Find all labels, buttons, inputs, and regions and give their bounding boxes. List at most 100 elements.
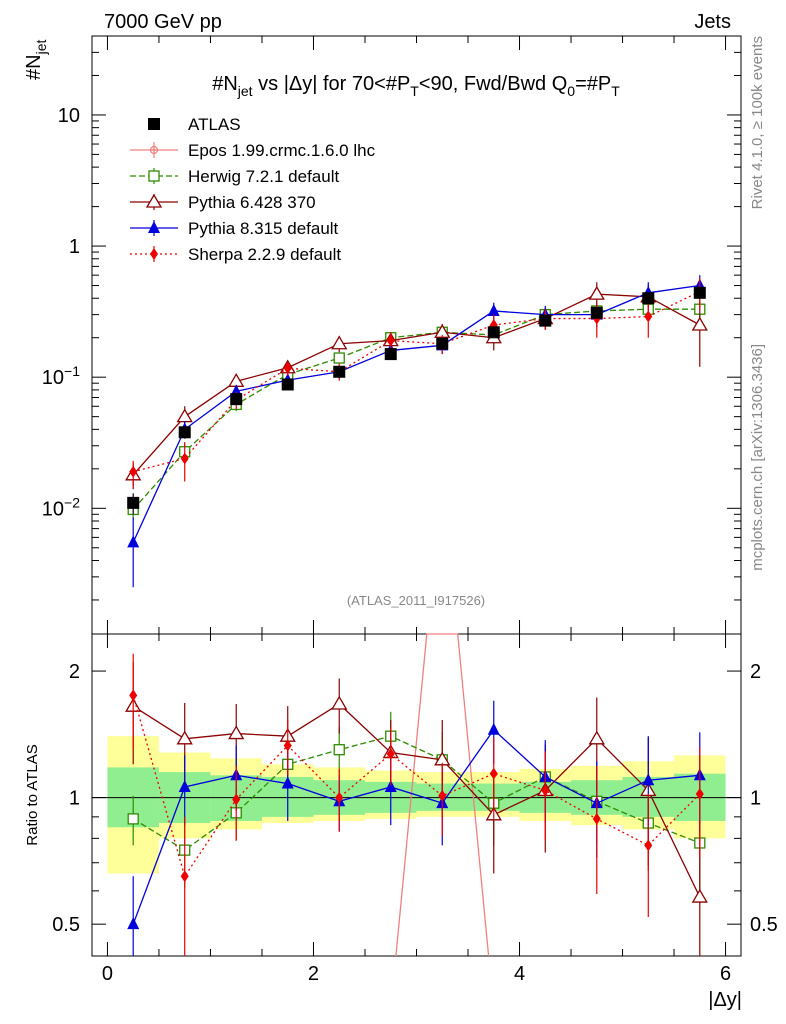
legend-marker [145,193,163,208]
main-data-point [283,362,292,375]
x-tick-label: 6 [720,963,731,985]
main-data-point [333,352,345,364]
legend-marker [148,170,160,182]
ratio-y-axis-label: Ratio to ATLAS [24,744,41,845]
header-right: Jets [694,11,731,33]
legend-marker [149,145,159,155]
main-series-line [132,293,701,476]
ratio-series-line [132,728,700,925]
ratio-series-line [132,703,701,898]
ratio-data-point [331,695,348,710]
legend-label: Epos 1.99.crmc.1.6.0 lhc [188,141,376,160]
legend-label: ATLAS [188,115,241,134]
mcplots-label: mcplots.cern.ch [arXiv:1306.3436] [749,344,766,571]
ratio-data-point [180,870,189,883]
ratio-data-point [489,767,498,780]
main-data-point [487,303,500,316]
legend-entry: ATLAS [148,115,241,134]
legend-entry: Pythia 8.315 default [130,219,339,238]
x-axis-label: |Δy| [708,989,742,1011]
legend-entry: Pythia 6.428 370 [130,193,316,212]
x-tick-label: 0 [102,963,113,985]
ratio-data-point [695,787,704,800]
legend-label: Sherpa 2.2.9 default [188,245,341,264]
ratio-data-point [335,791,344,804]
legend-entry: Herwig 7.2.1 default [130,167,339,186]
ratio-data-point [129,689,138,702]
main-y-tick-label: 10−2 [42,494,80,520]
ratio-data-point [176,730,193,745]
analysis-label: (ATLAS_2011_I917526) [347,593,485,608]
ratio-y-tick-label-left: 2 [69,661,80,683]
ratio-series-line [132,735,701,851]
legend-entry: Epos 1.99.crmc.1.6.0 lhc [130,141,376,160]
ratio-data-point [333,744,345,756]
legend-entry: Sherpa 2.2.9 default [130,245,341,264]
main-data-point [436,337,449,350]
legend: ATLAS Epos 1.99.crmc.1.6.0 lhc Herwig 7.2.… [130,115,376,264]
ratio-data-point [691,888,708,903]
legend-marker [150,248,158,260]
main-y-tick-label: 10 [58,105,80,127]
ratio-y-tick-label-left: 1 [69,788,80,810]
ratio-y-tick-label-right: 0.5 [750,914,778,936]
main-series-line [133,290,701,473]
ratio-data-point [541,784,550,797]
main-data-point [590,306,603,319]
ratio-series-epos [395,633,490,957]
main-series-line [132,284,700,543]
ratio-data-point [384,779,397,792]
ratio-series-line [395,633,490,957]
main-data-point [230,393,243,406]
main-y-axis-label: #Njet [23,40,49,80]
ratio-data-point [386,747,395,760]
legend-marker [148,118,160,130]
ratio-data-point [232,793,241,806]
ratio-data-point [487,722,500,735]
legend-label: Herwig 7.2.1 default [188,167,339,186]
ratio-data-point [127,917,140,930]
ratio-y-tick-label-right: 2 [750,661,761,683]
svg-text:#Njet: #Njet [23,40,49,80]
main-data-point [693,286,706,299]
ratio-data-point [588,730,605,745]
ratio-series-sherpa [129,653,704,956]
ratio-data-point [127,813,139,825]
main-data-point [642,292,655,305]
main-data-point [281,378,294,391]
main-y-tick-label: 1 [69,236,80,258]
ratio-y-tick-label-left: 0.5 [52,914,80,936]
ratio-data-point [281,776,294,789]
legend-label: Pythia 6.428 370 [188,193,316,212]
main-series-pythia [127,275,706,588]
main-series-herwig [127,298,706,519]
main-data-point [691,316,708,331]
main-data-point [333,365,346,378]
header-left: 7000 GeV pp [104,11,222,33]
ratio-data-point [642,773,655,786]
main-data-point [539,314,552,327]
ratio-data-point [178,779,191,792]
main-title: #Njet vs |Δy| for 70<#PT<90, Fwd/Bwd Q0=… [212,73,620,99]
main-plot: 10−2 10−1 1 10 [42,35,742,635]
main-data-point [180,452,189,465]
ratio-y-tick-label-right: 1 [750,788,761,810]
rivet-version-label: Rivet 4.1.0, ≥ 100k events [749,36,766,209]
x-tick-label: 4 [514,963,525,985]
legend-marker [148,221,160,233]
ratio-data-point [644,839,653,852]
main-data-point [487,326,500,339]
svg-text:#Njet vs |Δy| for 70<#PT<90, F: #Njet vs |Δy| for 70<#PT<90, Fwd/Bwd Q0=… [212,73,620,99]
ratio-data-point [283,739,292,752]
ratio-plot: 0 2 4 6 0.5 0.5 1 1 2 2 [52,633,778,985]
ratio-series-line [132,695,701,878]
main-data-point [588,285,605,300]
ratio-data-point [438,789,447,802]
main-data-point [384,348,397,361]
main-data-point [176,408,193,423]
main-series-pythia [125,282,708,490]
main-data-point [644,310,653,323]
main-data-point [331,335,348,350]
main-data-point [178,426,191,439]
